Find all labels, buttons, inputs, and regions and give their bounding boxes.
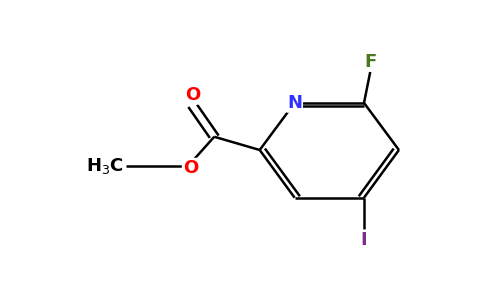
Text: I: I bbox=[361, 231, 367, 249]
Text: F: F bbox=[364, 53, 377, 71]
Text: O: O bbox=[185, 85, 200, 103]
Text: O: O bbox=[182, 159, 198, 177]
Text: H$_3$C: H$_3$C bbox=[86, 156, 123, 176]
Text: N: N bbox=[287, 94, 302, 112]
